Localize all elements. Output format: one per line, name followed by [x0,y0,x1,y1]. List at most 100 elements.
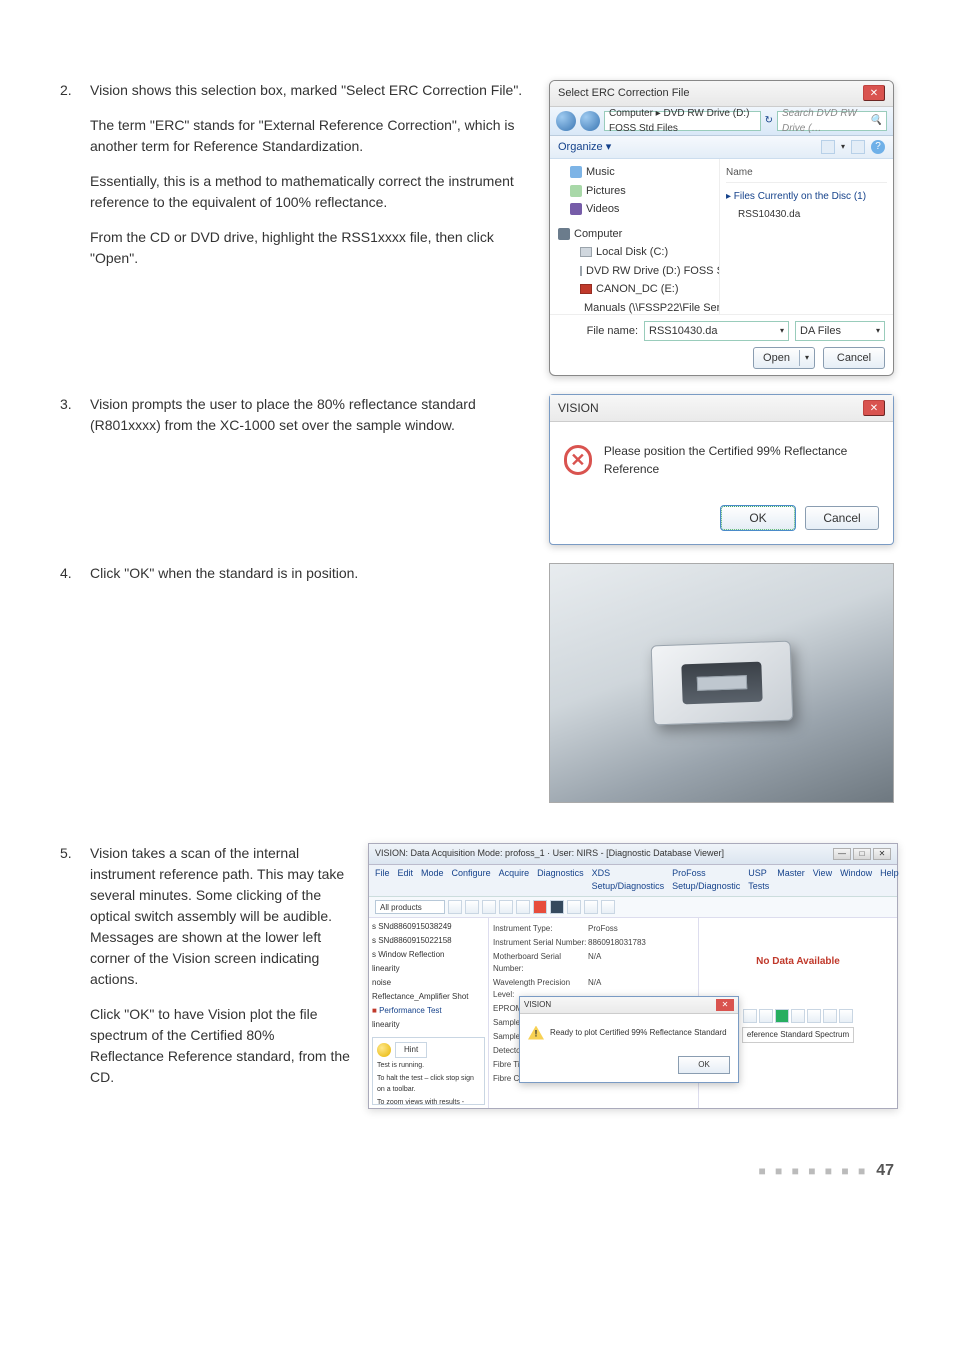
toolbar-button[interactable] [516,900,530,914]
paragraph: Essentially, this is a method to mathema… [90,171,531,213]
paragraph: The term "ERC" stands for "External Refe… [90,115,531,157]
filename-label: File name: [558,323,638,340]
maximize-icon[interactable]: □ [853,848,871,860]
chart-tool-button[interactable] [759,1009,773,1023]
hint-title: Hint [395,1042,427,1058]
list-item[interactable]: linearity [372,963,485,975]
close-icon[interactable]: ✕ [873,848,891,860]
message-text: Please position the Certified 99% Reflec… [604,442,879,478]
warning-icon [528,1026,544,1040]
close-icon[interactable]: ✕ [716,999,734,1011]
menu-item[interactable]: Master [777,867,805,894]
tree-item-dvd[interactable]: DVD RW Drive (D:) FOSS Std Files [566,262,713,281]
help-icon[interactable]: ? [871,140,885,154]
search-input[interactable]: Search DVD RW Drive (… 🔍 [777,111,887,131]
menu-item[interactable]: View [813,867,832,894]
file-item[interactable]: RSS10430.da [726,206,887,223]
step-3: 3. Vision prompts the user to place the … [60,394,894,545]
list-item[interactable]: s SNd8860915038249 [372,921,485,933]
toolbar-button[interactable] [448,900,462,914]
chart-tool-button[interactable] [743,1009,757,1023]
toolbar-button[interactable] [482,900,496,914]
dropdown-icon[interactable]: ▾ [841,141,845,153]
chart-tool-button[interactable] [775,1009,789,1023]
list-item[interactable]: s Window Reflection [372,949,485,961]
breadcrumb[interactable]: Computer ▸ DVD RW Drive (D:) FOSS Std Fi… [604,111,761,131]
search-icon: 🔍 [870,113,882,128]
cancel-button[interactable]: Cancel [823,347,885,369]
chart-tool-button[interactable] [807,1009,821,1023]
step-number: 5. [60,843,90,1109]
minimize-icon[interactable]: — [833,848,851,860]
chart-tool-button[interactable] [823,1009,837,1023]
tree-item-manuals[interactable]: Manuals (\\FSSP22\File Server) (W:) [566,299,713,315]
list-item[interactable]: Reflectance_Amplifier Shot [372,991,485,1003]
product-select[interactable]: All products [375,900,445,914]
close-icon[interactable]: ✕ [863,85,885,101]
toolbar-button[interactable] [550,900,564,914]
ok-button[interactable]: OK [721,506,795,530]
menu-item[interactable]: ProFoss Setup/Diagnostic [672,867,740,894]
chart-tool-button[interactable] [839,1009,853,1023]
open-button[interactable]: Open ▾ [753,347,815,369]
toolbar-button[interactable] [584,900,598,914]
toolbar-button[interactable] [567,900,581,914]
toolbar-button[interactable] [465,900,479,914]
tree-item-canon[interactable]: CANON_DC (E:) [566,280,713,299]
video-icon [570,203,582,215]
menu-item[interactable]: File [375,867,390,894]
filetype-select[interactable]: DA Files▾ [795,321,885,341]
file-dialog-path-bar: Computer ▸ DVD RW Drive (D:) FOSS Std Fi… [550,107,893,136]
list-item[interactable]: ■ Performance Test [372,1005,485,1017]
column-header-name[interactable]: Name [726,163,887,183]
chart-tab[interactable]: eference Standard Spectrum [742,1027,854,1043]
app-title: VISION: Data Acquisition Mode: profoss_1… [375,847,724,861]
bulb-icon [377,1043,391,1057]
no-data-text: No Data Available [756,954,840,969]
disc-icon [580,266,582,276]
menu-item[interactable]: Configure [452,867,491,894]
menu-item[interactable]: Acquire [499,867,530,894]
paragraph: Vision prompts the user to place the 80%… [90,394,531,436]
paragraph: From the CD or DVD drive, highlight the … [90,227,531,269]
list-item[interactable]: noise [372,977,485,989]
app-left-panel: s SNd8860915038249 s SNd8860915022158 s … [369,918,489,1108]
cancel-button[interactable]: Cancel [805,506,879,530]
step-text: Vision prompts the user to place the 80%… [90,394,531,545]
standard-label [696,675,746,691]
ok-button[interactable]: OK [678,1056,730,1074]
menu-item[interactable]: Mode [421,867,444,894]
refresh-icon[interactable]: ↻ [765,113,773,128]
menu-item[interactable]: USP Tests [748,867,769,894]
tree-item-pictures[interactable]: Pictures [556,182,713,201]
tree-item-videos[interactable]: Videos [556,200,713,219]
forward-icon[interactable] [580,111,600,131]
step-number: 3. [60,394,90,545]
back-icon[interactable] [556,111,576,131]
chevron-down-icon[interactable]: ▾ [800,352,814,364]
menu-item[interactable]: Help [880,867,899,894]
step-number: 4. [60,563,90,803]
app-toolbar: All products [369,897,897,918]
app-menubar: File Edit Mode Configure Acquire Diagnos… [369,865,897,897]
tree-item-computer[interactable]: Computer [556,225,713,244]
view-icon[interactable] [821,140,835,154]
preview-icon[interactable] [851,140,865,154]
tree-item-local-disk[interactable]: Local Disk (C:) [566,243,713,262]
menu-item[interactable]: Edit [398,867,414,894]
list-item[interactable]: s SNd8860915022158 [372,935,485,947]
message-titlebar: VISION ✕ [550,395,893,422]
filename-input[interactable]: RSS10430.da▾ [644,321,789,341]
tree-item-music[interactable]: Music [556,163,713,182]
list-item[interactable]: linearity [372,1019,485,1031]
stop-icon[interactable] [533,900,547,914]
toolbar-button[interactable] [499,900,513,914]
menu-item[interactable]: Diagnostics [537,867,584,894]
menu-item[interactable]: Window [840,867,872,894]
chart-tool-button[interactable] [791,1009,805,1023]
file-dialog-tree: Music Pictures Videos Computer Local Dis… [550,159,720,314]
organize-button[interactable]: Organize ▾ [558,139,611,156]
close-icon[interactable]: ✕ [863,400,885,416]
menu-item[interactable]: XDS Setup/Diagnostics [592,867,665,894]
toolbar-button[interactable] [601,900,615,914]
